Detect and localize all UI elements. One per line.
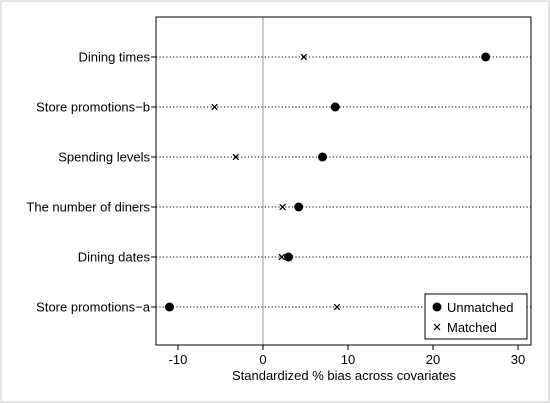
matched-point	[333, 303, 341, 311]
y-tick-label: Spending levels	[58, 150, 150, 165]
unmatched-point	[284, 252, 293, 262]
plot-frame	[155, 16, 532, 346]
x-tick-label: 10	[341, 352, 355, 367]
unmatched-point	[165, 302, 174, 312]
y-axis-category-labels: Dining times Store promotions−b Spending l…	[26, 50, 156, 315]
category-guide-lines	[156, 56, 531, 308]
matched-point	[300, 53, 308, 61]
unmatched-point	[294, 202, 304, 212]
legend-matched-label: Matched	[447, 320, 497, 335]
matched-point	[278, 253, 285, 261]
matched-point	[279, 203, 286, 211]
matched-point	[232, 153, 240, 161]
x-axis-ticks: -10 0 10 20 30	[169, 345, 525, 367]
y-tick-label: Dining dates	[78, 250, 151, 265]
legend-box	[424, 293, 528, 340]
legend: Unmatched Matched	[424, 293, 528, 340]
y-tick-label: Store promotions−a	[36, 300, 151, 315]
matched-point	[211, 103, 218, 111]
y-tick-label: The number of diners	[26, 200, 150, 215]
y-tick-label: Store promotions−b	[36, 100, 150, 115]
x-tick-label: 30	[511, 352, 525, 367]
unmatched-point	[330, 102, 340, 112]
x-tick-label: -10	[169, 352, 188, 367]
legend-unmatched-label: Unmatched	[447, 300, 513, 315]
x-axis-title: Standardized % bias across covariates	[232, 368, 457, 383]
y-tick-label: Dining times	[78, 50, 150, 65]
legend-matched-marker	[433, 323, 441, 331]
unmatched-point	[318, 152, 327, 162]
legend-unmatched-marker	[432, 302, 442, 312]
data-markers	[165, 52, 491, 312]
x-tick-label: 20	[426, 352, 440, 367]
x-tick-label: 0	[259, 352, 266, 367]
unmatched-point	[481, 52, 491, 62]
